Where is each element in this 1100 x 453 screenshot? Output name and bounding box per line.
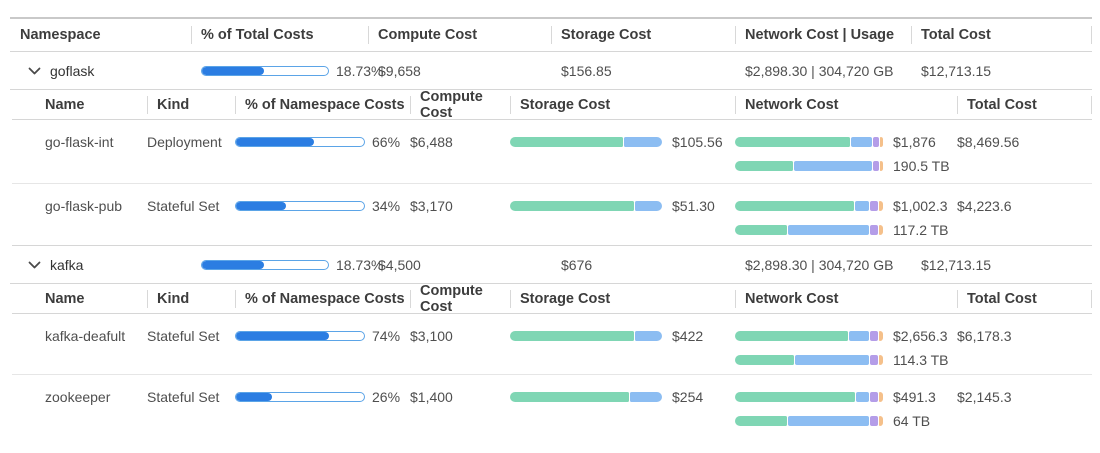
column-header-total-cost: Total Cost xyxy=(911,19,1092,51)
network-cost-bar xyxy=(735,201,883,211)
workload-kind: Stateful Set xyxy=(147,198,220,214)
workload-table-header: Name Kind % of Namespace Costs Compute C… xyxy=(12,89,1092,121)
storage-cost-bar xyxy=(510,392,662,402)
workload-table-header: Name Kind % of Namespace Costs Compute C… xyxy=(12,283,1092,315)
column-header-total-cost: Total Cost xyxy=(957,90,1092,119)
workload-compute-cost: $6,488 xyxy=(410,134,453,150)
pct-of-namespace-bar xyxy=(235,137,365,147)
network-cost-value: $2,656.3 xyxy=(893,328,948,344)
pct-of-total-bar xyxy=(201,65,329,76)
network-cost-bar xyxy=(735,137,883,147)
network-usage-value: 117.2 TB xyxy=(893,222,949,238)
workload-name: zookeeper xyxy=(45,389,111,405)
column-header-compute-cost: Compute Cost xyxy=(410,89,510,121)
column-header-name: Name xyxy=(45,96,85,113)
network-usage-bar xyxy=(735,416,884,426)
column-header-name: Name xyxy=(45,290,85,307)
namespace-table-header: Namespace % of Total Costs Compute Cost … xyxy=(10,19,1092,52)
workload-kind: Stateful Set xyxy=(147,389,220,405)
workload-compute-cost: $3,170 xyxy=(410,198,453,214)
column-header-network-cost-usage: Network Cost | Usage xyxy=(735,19,911,51)
pct-of-total-value: 18.73% xyxy=(336,62,384,79)
workload-row-go-flask-int[interactable]: go-flask-int Deployment 66% $6,488 $105.… xyxy=(12,120,1092,184)
chevron-down-icon[interactable] xyxy=(28,261,41,269)
pct-of-namespace-bar xyxy=(235,392,365,402)
column-header-compute-cost: Compute Cost xyxy=(410,283,510,315)
workload-row-kafka-deafult[interactable]: kafka-deafult Stateful Set 74% $3,100 $4… xyxy=(12,314,1092,375)
pct-of-namespace-value: 66% xyxy=(372,134,401,150)
workload-total-cost: $6,178.3 xyxy=(957,328,1012,344)
column-header-storage-cost: Storage Cost xyxy=(551,19,735,51)
workload-table-goflask: Name Kind % of Namespace Costs Compute C… xyxy=(12,89,1092,246)
workload-table-kafka: Name Kind % of Namespace Costs Compute C… xyxy=(12,283,1092,436)
namespace-row-goflask[interactable]: goflask 18.73% $9,658 $156.85 $2,898.30 … xyxy=(10,52,1092,90)
column-header-kind: Kind xyxy=(147,90,235,119)
column-header-total-cost: Total Cost xyxy=(957,284,1092,313)
workload-total-cost: $4,223.6 xyxy=(957,198,1012,214)
namespace-storage-cost: $676 xyxy=(561,256,593,273)
namespace-compute-cost: $4,500 xyxy=(378,256,421,273)
network-usage-bar xyxy=(735,225,884,235)
pct-of-namespace-value: 74% xyxy=(372,328,401,344)
column-header-pct-of-namespace: % of Namespace Costs xyxy=(235,90,410,119)
workload-name: go-flask-pub xyxy=(45,198,123,214)
storage-cost-bar xyxy=(510,331,662,341)
column-header-network-cost: Network Cost xyxy=(735,90,957,119)
workload-total-cost: $2,145.3 xyxy=(957,389,1012,405)
namespace-network-cost-usage: $2,898.30 | 304,720 GB xyxy=(745,62,894,79)
network-cost-bar xyxy=(735,392,883,402)
namespace-name: goflask xyxy=(50,62,95,79)
storage-cost-value: $51.30 xyxy=(672,198,715,214)
column-header-compute-cost: Compute Cost xyxy=(368,19,551,51)
column-header-pct-of-total: % of Total Costs xyxy=(191,19,368,51)
pct-of-namespace-bar xyxy=(235,331,365,341)
network-cost-value: $1,002.3 xyxy=(893,198,948,214)
namespace-cost-table: Namespace % of Total Costs Compute Cost … xyxy=(10,17,1092,436)
workload-row-zookeeper[interactable]: zookeeper Stateful Set 26% $1,400 $254 $… xyxy=(12,375,1092,436)
pct-of-namespace-value: 26% xyxy=(372,389,401,405)
workload-compute-cost: $3,100 xyxy=(410,328,453,344)
workload-compute-cost: $1,400 xyxy=(410,389,453,405)
pct-of-total-value: 18.73% xyxy=(336,256,384,273)
pct-of-namespace-bar xyxy=(235,201,365,211)
namespace-total-cost: $12,713.15 xyxy=(921,256,992,273)
column-header-storage-cost: Storage Cost xyxy=(510,90,735,119)
network-cost-value: $1,876 xyxy=(893,134,936,150)
network-usage-value: 64 TB xyxy=(893,413,931,429)
workload-name: kafka-deafult xyxy=(45,328,126,344)
column-header-pct-of-namespace: % of Namespace Costs xyxy=(235,284,410,313)
column-header-network-cost: Network Cost xyxy=(735,284,957,313)
storage-cost-bar xyxy=(510,201,662,211)
storage-cost-value: $422 xyxy=(672,328,704,344)
workload-total-cost: $8,469.56 xyxy=(957,134,1020,150)
column-header-kind: Kind xyxy=(147,284,235,313)
namespace-storage-cost: $156.85 xyxy=(561,62,612,79)
network-usage-bar xyxy=(735,355,883,365)
storage-cost-value: $105.56 xyxy=(672,134,723,150)
workload-row-go-flask-pub[interactable]: go-flask-pub Stateful Set 34% $3,170 $51… xyxy=(12,184,1092,246)
network-usage-bar xyxy=(735,161,883,171)
network-cost-value: $491.3 xyxy=(893,389,936,405)
workload-kind: Stateful Set xyxy=(147,328,220,344)
storage-cost-value: $254 xyxy=(672,389,704,405)
network-usage-value: 114.3 TB xyxy=(893,352,949,368)
namespace-network-cost-usage: $2,898.30 | 304,720 GB xyxy=(745,256,894,273)
network-cost-bar xyxy=(735,331,883,341)
pct-of-total-bar xyxy=(201,259,329,270)
column-header-namespace: Namespace xyxy=(20,27,101,43)
namespace-compute-cost: $9,658 xyxy=(378,62,421,79)
column-header-storage-cost: Storage Cost xyxy=(510,284,735,313)
chevron-down-icon[interactable] xyxy=(28,67,41,75)
namespace-name: kafka xyxy=(50,256,84,273)
namespace-row-kafka[interactable]: kafka 18.73% $4,500 $676 $2,898.30 | 304… xyxy=(10,246,1092,284)
pct-of-namespace-value: 34% xyxy=(372,198,401,214)
namespace-total-cost: $12,713.15 xyxy=(921,62,992,79)
storage-cost-bar xyxy=(510,137,662,147)
workload-name: go-flask-int xyxy=(45,134,114,150)
workload-kind: Deployment xyxy=(147,134,222,150)
network-usage-value: 190.5 TB xyxy=(893,158,950,174)
